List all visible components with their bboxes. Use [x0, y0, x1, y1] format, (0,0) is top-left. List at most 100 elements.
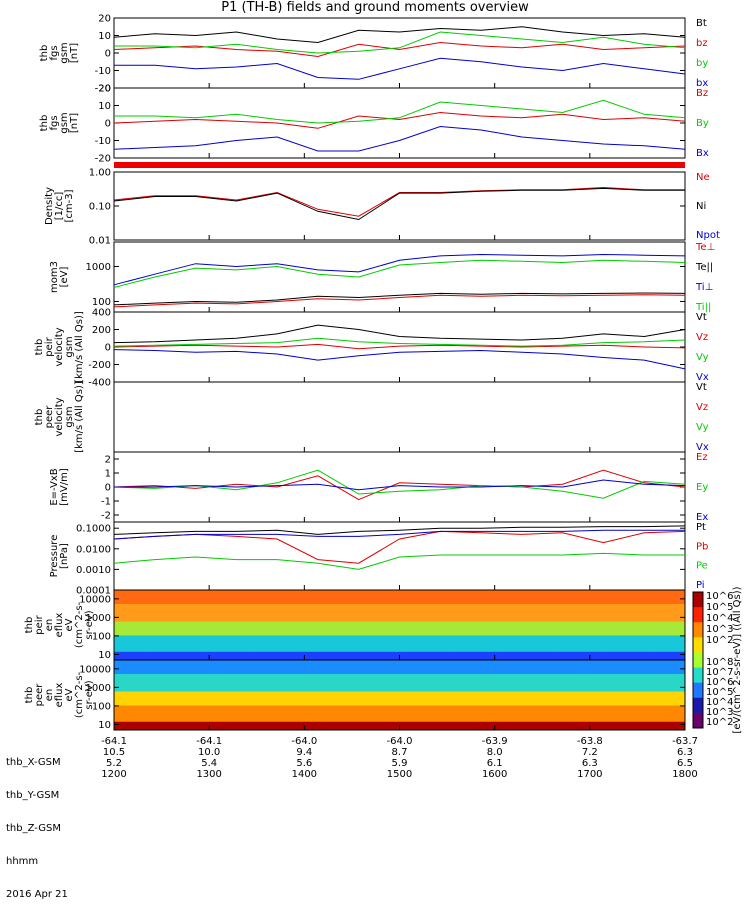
spectrogram-cell: [656, 691, 667, 706]
y-axis-label: mom3: [49, 261, 60, 293]
spectrogram-cell: [618, 604, 629, 622]
spectrogram-cell: [494, 651, 505, 660]
y-axis-label: gsm: [59, 112, 70, 133]
spectrogram-cell: [627, 660, 638, 674]
footer-value: 8.7: [392, 747, 408, 758]
y-tick-label: 100: [92, 631, 111, 642]
series-line: [114, 57, 686, 80]
spectrogram-cell: [523, 705, 534, 722]
spectrogram-cell: [656, 721, 667, 730]
spectrogram-cell: [580, 590, 591, 604]
y-axis-label: thb: [34, 409, 45, 426]
spectrogram-cell: [332, 651, 343, 660]
spectrogram-cell: [570, 604, 581, 622]
colorbar-segment: [693, 637, 703, 653]
spectrogram-cell: [494, 721, 505, 730]
spectrogram-cell: [608, 590, 619, 604]
spectrogram-cell: [675, 635, 686, 652]
spectrogram-cell: [637, 621, 648, 636]
spectrogram-cell: [380, 705, 391, 722]
spectrogram-cell: [551, 660, 562, 674]
spectrogram-cell: [418, 660, 429, 674]
spectrogram-cell: [551, 621, 562, 636]
spectrogram-cell: [599, 621, 610, 636]
spectrogram-cell: [447, 635, 458, 652]
panel-frame: [113, 451, 686, 523]
spectrogram-cell: [133, 721, 144, 730]
spectrogram-cell: [627, 674, 638, 692]
y-axis-label: eV: [64, 688, 75, 701]
y-tick-label: 10: [98, 101, 111, 112]
spectrogram-cell: [294, 705, 305, 722]
spectrogram-cell: [133, 604, 144, 622]
footer-value: 1300: [196, 769, 221, 780]
spectrogram-cell: [342, 621, 353, 636]
y-axis-label: [cm-3]: [64, 189, 75, 222]
y-axis-label: peir: [34, 614, 45, 634]
spectrogram-cell: [161, 590, 172, 604]
spectrogram-cell: [361, 635, 372, 652]
spectrogram-cell: [209, 721, 220, 730]
footer-value: 8.0: [487, 747, 503, 758]
spectrogram-cell: [504, 674, 515, 692]
spectrogram-cell: [123, 721, 134, 730]
footer-value: 6.1: [487, 758, 503, 769]
spectrogram-cell: [266, 691, 277, 706]
spectrogram-cell: [152, 721, 163, 730]
colorbar-tick: 10^7: [706, 667, 733, 678]
legend-entry: bx: [696, 78, 708, 89]
spectrogram-cell: [256, 621, 267, 636]
footer-value: -64.0: [387, 736, 413, 747]
spectrogram-cell: [627, 651, 638, 660]
spectrogram-cell: [209, 674, 220, 692]
spectrogram-cell: [561, 604, 572, 622]
spectrogram-cell: [218, 721, 229, 730]
spectrogram-cell: [228, 705, 239, 722]
spectrogram-cell: [428, 691, 439, 706]
spectrogram-cell: [656, 604, 667, 622]
spectrogram-cell: [256, 604, 267, 622]
legend-entry: Npot: [696, 230, 720, 241]
series-line: [113, 111, 686, 129]
spectrogram-cell: [665, 674, 676, 692]
spectrogram-cell: [190, 721, 201, 730]
spectrogram-cell: [389, 590, 400, 604]
spectrogram-cell: [428, 621, 439, 636]
spectrogram-cell: [247, 691, 258, 706]
spectrogram-cell: [513, 674, 524, 692]
spectrogram-cell: [199, 635, 210, 652]
spectrogram-cell: [437, 691, 448, 706]
y-tick-label: 0.0100: [76, 544, 111, 555]
spectrogram-cell: [285, 651, 296, 660]
spectrogram-cell: [313, 721, 324, 730]
y-tick-label: -1: [101, 497, 111, 508]
spectrogram-cell: [123, 705, 134, 722]
spectrogram-cell: [627, 604, 638, 622]
spectrogram-cell: [466, 635, 477, 652]
spectrogram-cell: [428, 705, 439, 722]
spectrogram-cell: [637, 721, 648, 730]
spectrogram-cell: [142, 660, 153, 674]
spectrogram-cell: [656, 660, 667, 674]
colorbar-segment: [693, 622, 703, 638]
colorbar-tick: 10^6: [706, 677, 733, 688]
y-tick-label: 1000: [86, 613, 111, 624]
spectrogram-cell: [389, 621, 400, 636]
colorbar-label: [eV/(cm^2-s-sr-eV)] ((All Qs)): [732, 586, 743, 733]
spectrogram-cell: [513, 635, 524, 652]
spectrogram-cell: [313, 691, 324, 706]
spectrogram-cell: [399, 621, 410, 636]
colorbar-tick: 10^2: [706, 717, 733, 728]
spectrogram-cell: [542, 674, 553, 692]
y-axis-label: peer: [44, 405, 55, 429]
spectrogram-cell: [532, 651, 543, 660]
spectrogram-cell: [466, 691, 477, 706]
spectrogram-cell: [561, 590, 572, 604]
legend-entry: Vt: [696, 312, 707, 323]
y-axis-label: velocity: [54, 327, 65, 366]
spectrogram-cell: [199, 691, 210, 706]
footer-value: 1500: [387, 769, 412, 780]
footer-value: 5.6: [296, 758, 312, 769]
spectrogram-cell: [485, 651, 496, 660]
spectrogram-cell: [123, 604, 134, 622]
